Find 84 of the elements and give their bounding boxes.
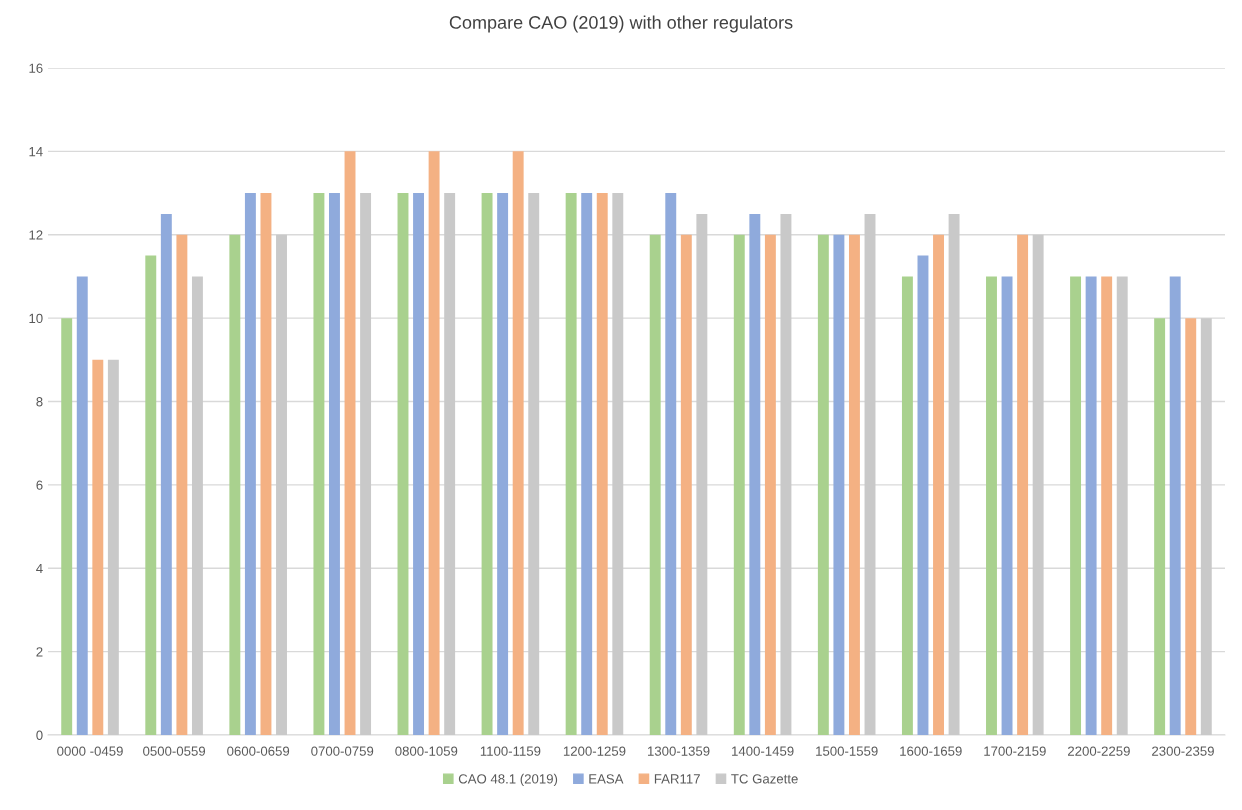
bar <box>276 234 287 735</box>
bar <box>780 213 792 735</box>
bar <box>107 359 119 735</box>
bar <box>191 276 203 735</box>
bar <box>360 193 372 735</box>
chart-title: Compare CAO (2019) with other regulators <box>449 15 793 33</box>
y-tick-label: 0 <box>36 730 43 740</box>
bar <box>329 193 340 735</box>
bar <box>512 151 524 735</box>
bar <box>833 234 845 735</box>
bar <box>764 234 776 735</box>
bar <box>665 193 677 735</box>
bar <box>612 193 624 735</box>
y-tick-label: 2 <box>36 647 43 657</box>
x-tick-label: 1500-1559 <box>816 746 878 756</box>
x-tick-label: 1600-1659 <box>900 746 962 756</box>
bar <box>1169 276 1181 735</box>
x-tick-label: 0800-1059 <box>395 746 458 756</box>
bar <box>229 234 241 735</box>
y-tick-label: 6 <box>36 480 43 490</box>
bar <box>1070 276 1082 735</box>
bar <box>749 213 761 735</box>
x-tick-label: 0700-0759 <box>311 746 374 756</box>
bar <box>344 151 356 735</box>
bar <box>733 234 745 735</box>
y-tick-label: 8 <box>36 397 43 407</box>
bar <box>901 276 913 735</box>
bar <box>61 318 73 735</box>
bar <box>481 193 493 735</box>
bar <box>397 193 409 735</box>
bar <box>1085 276 1097 735</box>
y-tick-label: 16 <box>29 63 43 73</box>
x-tick-label: 1100-1159 <box>480 746 541 756</box>
bar <box>497 193 509 735</box>
bar <box>1017 234 1029 735</box>
bar <box>1185 318 1197 735</box>
x-tick-label: 1300-1359 <box>648 746 710 756</box>
bar <box>581 193 593 735</box>
x-tick-label: 1200-1259 <box>563 746 626 756</box>
bar <box>413 193 425 735</box>
legend-label: EASA <box>589 774 624 784</box>
bar <box>848 234 860 735</box>
x-tick-label: 2200-2259 <box>1068 746 1130 756</box>
bar <box>1154 318 1166 735</box>
bar <box>1116 276 1128 735</box>
bar <box>817 234 829 735</box>
bar <box>176 234 188 735</box>
bar <box>244 193 256 735</box>
bar <box>428 151 440 735</box>
bar <box>145 255 157 735</box>
y-tick-label: 4 <box>36 563 43 574</box>
x-tick-label: 0600-0659 <box>227 746 290 756</box>
legend-label: TC Gazette <box>731 774 798 784</box>
bar <box>596 193 608 735</box>
bar <box>1032 234 1044 735</box>
bar <box>313 193 325 735</box>
bar <box>528 193 540 735</box>
bar <box>948 213 960 735</box>
x-tick-label: 0500-0559 <box>143 746 206 756</box>
bar <box>917 255 929 735</box>
x-tick-label: 0000 -0459 <box>57 746 123 756</box>
bar <box>1001 276 1013 735</box>
x-tick-label: 1700-2159 <box>984 746 1046 756</box>
bar <box>260 193 272 735</box>
y-tick-label: 10 <box>29 313 43 324</box>
bar <box>92 359 104 735</box>
bar <box>76 276 88 735</box>
bar <box>565 193 577 735</box>
x-tick-label: 2300-2359 <box>1152 746 1214 756</box>
bar <box>933 234 944 735</box>
bar <box>444 193 456 735</box>
legend-label: FAR117 <box>654 774 700 784</box>
bar <box>160 213 172 735</box>
bar <box>986 276 997 735</box>
y-tick-label: 14 <box>29 147 43 157</box>
y-tick-label: 12 <box>29 230 43 240</box>
bar <box>864 213 876 735</box>
bar <box>1101 276 1113 735</box>
legend-label: CAO 48.1 (2019) <box>458 773 558 787</box>
bar <box>1200 318 1212 735</box>
bar <box>649 234 661 735</box>
bar <box>696 213 708 735</box>
x-tick-label: 1400-1459 <box>732 746 794 756</box>
bar <box>680 234 692 735</box>
